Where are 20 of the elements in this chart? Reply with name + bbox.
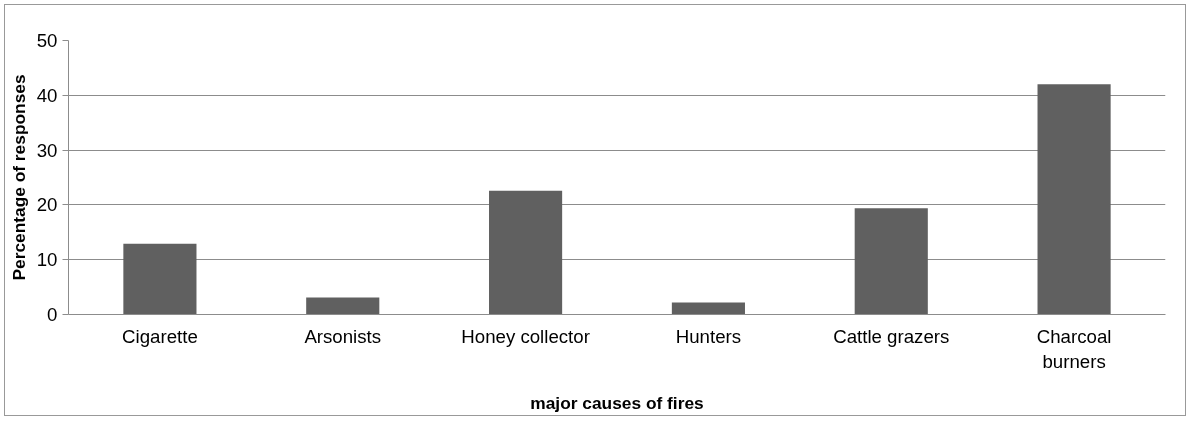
- y-axis-title: Percentage of responses: [8, 74, 29, 281]
- y-tick-label: 40: [36, 84, 58, 106]
- bar: [489, 190, 563, 315]
- bar: [306, 297, 380, 315]
- y-tick-label: 0: [47, 304, 58, 325]
- bar: [123, 243, 197, 315]
- x-axis-title: major causes of fires: [530, 392, 704, 413]
- x-tick-label: Honey collector: [461, 325, 590, 347]
- bar: [854, 208, 928, 315]
- y-tick-label: 50: [36, 30, 58, 51]
- x-tick-label: Cigarette: [122, 325, 198, 347]
- bar: [671, 302, 745, 315]
- x-tick-label: Charcoal burners: [1036, 325, 1112, 372]
- y-tick-label: 30: [36, 139, 58, 161]
- y-tick-label: 10: [36, 249, 58, 271]
- y-tick-label: 20: [36, 194, 58, 216]
- bar: [1037, 84, 1111, 315]
- x-tick-label: Arsonists: [304, 325, 382, 347]
- x-tick-label: Hunters: [675, 325, 742, 347]
- x-tick-label: Cattle grazers: [833, 325, 950, 347]
